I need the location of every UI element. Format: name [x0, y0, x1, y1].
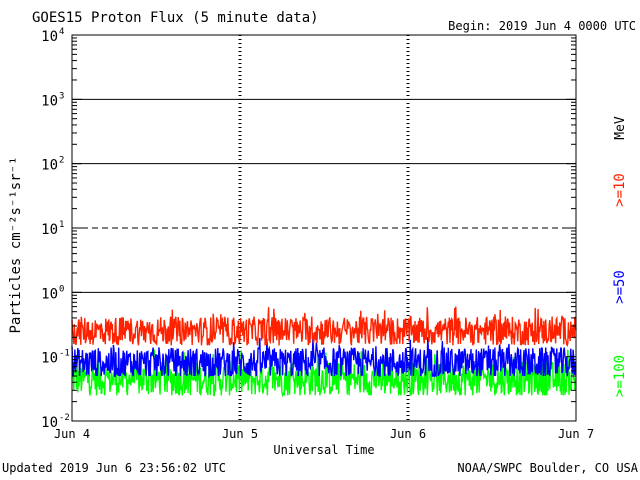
y-tick-base: 10	[41, 286, 58, 302]
footer-updated: Updated 2019 Jun 6 23:56:02 UTC	[2, 461, 226, 475]
y-tick-label: 10 3	[41, 91, 64, 109]
series-line-2	[71, 335, 577, 379]
y-axis-label: Particles cm⁻²s⁻¹sr⁻¹	[8, 156, 24, 333]
y-tick-base: 10	[41, 415, 58, 431]
y-tick-label: 10 1	[41, 220, 64, 238]
series-layer	[71, 306, 577, 398]
y-tick-label: 10 2	[41, 156, 64, 174]
x-tick-label: Jun 5	[222, 427, 258, 441]
x-axis-label: Universal Time	[273, 443, 374, 457]
y-tick-base: 10	[41, 93, 58, 109]
y-tick-base: 10	[41, 351, 58, 367]
y-tick-base: 10	[41, 222, 58, 238]
y-tick-exp: 4	[59, 27, 64, 37]
y-tick-base: 10	[41, 158, 58, 174]
x-tick-labels: Jun 4 Jun 5 Jun 6 Jun 7	[54, 427, 594, 441]
y-tick-exp: 1	[59, 220, 64, 230]
day-dividers	[238, 35, 410, 421]
series-line-1	[71, 306, 577, 347]
y-tick-exp: 0	[59, 284, 64, 294]
y-tick-label: 10 -2	[41, 413, 70, 431]
y-tick-exp: -1	[59, 349, 70, 359]
x-tick-label: Jun 6	[390, 427, 426, 441]
y-tick-exp: 3	[59, 91, 64, 101]
chart-title: GOES15 Proton Flux (5 minute data)	[32, 10, 319, 26]
y-tick-exp: -2	[59, 413, 70, 423]
x-tick-label: Jun 7	[558, 427, 594, 441]
y-tick-base: 10	[41, 29, 58, 45]
footer-source: NOAA/SWPC Boulder, CO USA	[457, 461, 638, 475]
y-tick-label: 10 -1	[41, 349, 70, 367]
y-tick-exp: 2	[59, 156, 64, 166]
legend-unit: MeV	[613, 116, 628, 140]
legend-label-1: >=10	[612, 173, 628, 207]
gridlines	[72, 98, 576, 293]
y-tick-label: 10 0	[41, 284, 64, 302]
y-ticks	[72, 34, 576, 422]
legend: MeV >=10 >=50 >=100	[612, 116, 628, 397]
legend-label-2: >=50	[612, 270, 628, 304]
begin-date: Begin: 2019 Jun 4 0000 UTC	[448, 19, 636, 33]
legend-label-3: >=100	[612, 355, 628, 397]
y-tick-label: 10 4	[41, 27, 64, 45]
x-tick-label: Jun 4	[54, 427, 90, 441]
plot-area	[71, 34, 577, 422]
